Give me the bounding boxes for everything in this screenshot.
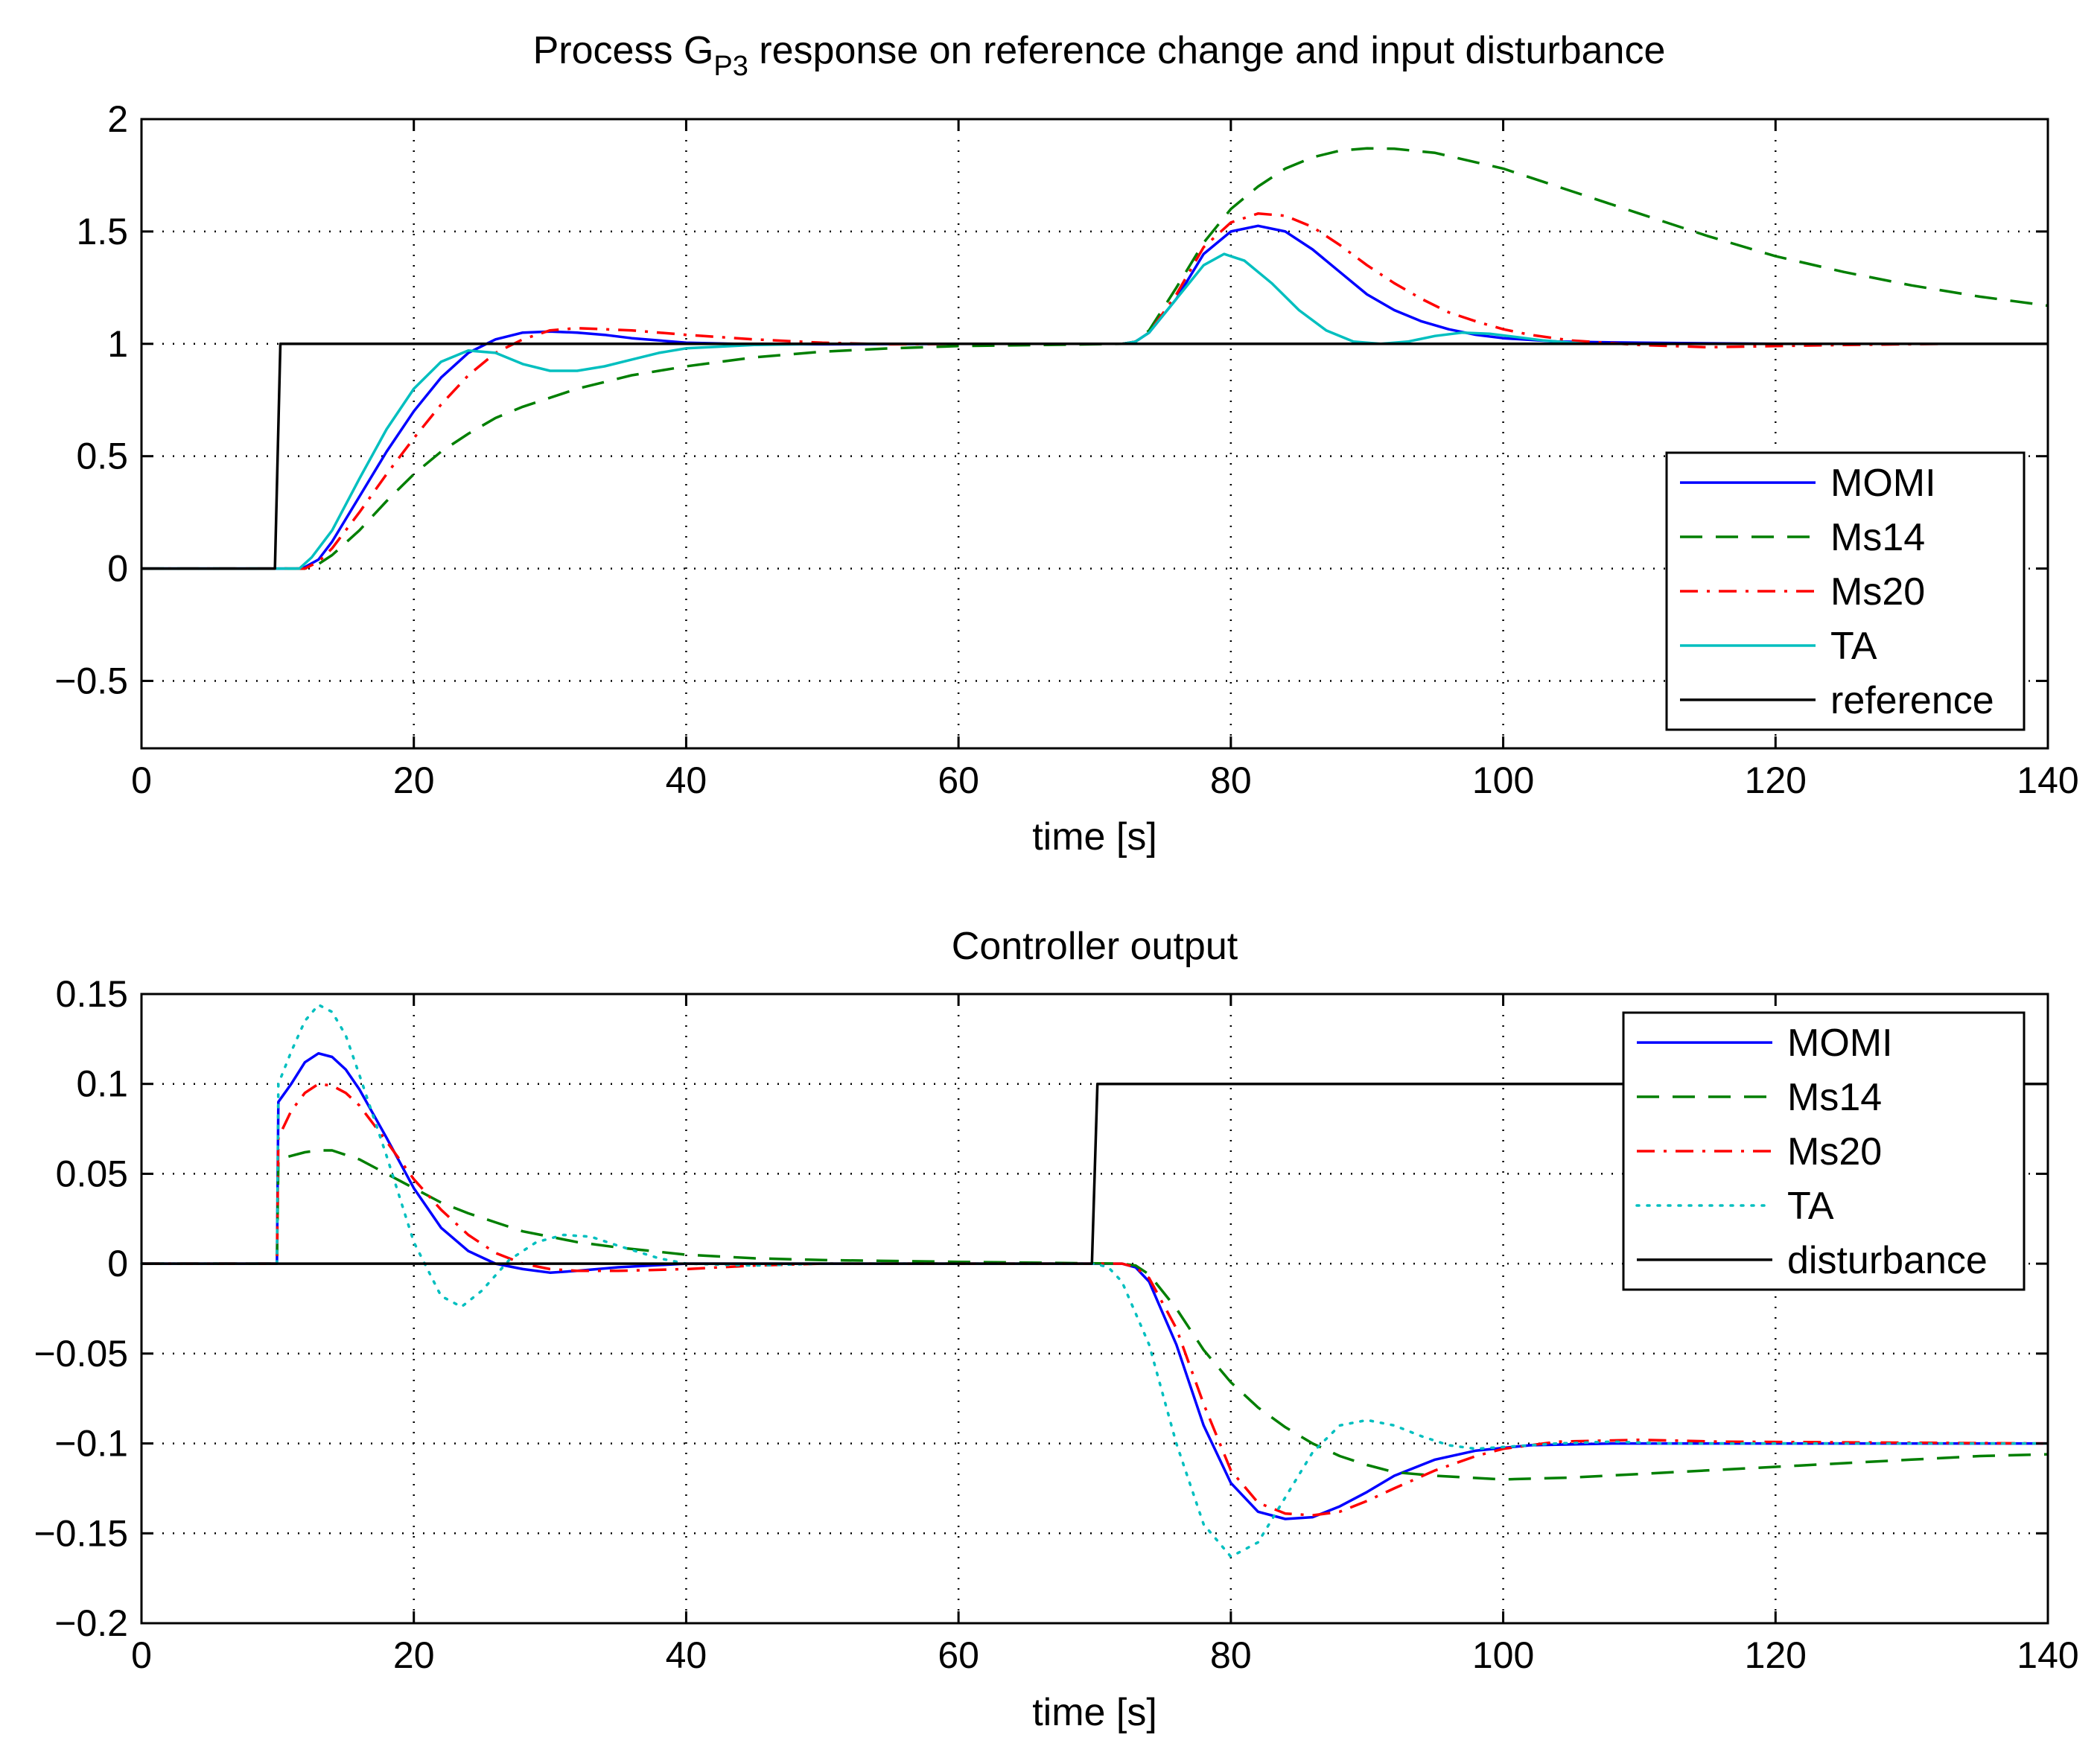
x-tick-label: 20 <box>393 1634 435 1676</box>
y-tick-label: −0.05 <box>34 1333 128 1375</box>
x-tick-label: 80 <box>1210 1634 1252 1676</box>
response-chart-title-subscript: P3 <box>713 51 748 82</box>
y-tick-label: −0.2 <box>54 1602 128 1644</box>
y-tick-label: −0.15 <box>34 1512 128 1554</box>
response-chart-title-main: Process G <box>533 29 714 72</box>
legend-label: Ms20 <box>1830 570 1925 614</box>
controller-chart-ticks: 0 20 40 60 80 100 120 140 −0.2 −0.15 −0.1 −0.05 0 0.0… <box>34 973 2078 1676</box>
controller-chart: Controller output 0 20 40 60 80 100 120 140 −0.2… <box>34 925 2078 1734</box>
x-tick-label: 60 <box>938 759 979 801</box>
x-tick-label: 140 <box>2017 759 2078 801</box>
y-tick-label: 0.1 <box>76 1063 128 1105</box>
x-tick-label: 20 <box>393 759 435 801</box>
legend-label: TA <box>1830 625 1877 668</box>
x-tick-label: 140 <box>2017 1634 2078 1676</box>
legend-label: disturbance <box>1787 1239 1988 1282</box>
series-line-disturbance <box>141 1082 2048 1265</box>
controller-chart-legend: MOMI Ms14 Ms20 TA disturbance <box>1622 1011 2026 1291</box>
y-tick-label: 0.5 <box>76 436 128 477</box>
response-chart: Process GP3 response on reference change… <box>54 29 2078 859</box>
legend-label: TA <box>1787 1185 1834 1228</box>
controller-chart-title: Controller output <box>952 925 1238 968</box>
y-tick-label: 1 <box>107 323 128 365</box>
x-tick-label: 80 <box>1210 759 1252 801</box>
response-chart-ticks: 0 20 40 60 80 100 120 140 −0.5 0 0.5 1 1.5 2 <box>54 98 2078 801</box>
x-tick-label: 100 <box>1472 1634 1534 1676</box>
response-chart-title-rest: response on reference change and input d… <box>748 29 1666 72</box>
legend-label: Ms14 <box>1787 1076 1882 1119</box>
x-tick-label: 120 <box>1745 1634 1807 1676</box>
x-tick-label: 40 <box>666 759 707 801</box>
x-tick-label: 0 <box>131 759 152 801</box>
y-tick-label: 0.15 <box>56 973 128 1015</box>
x-tick-label: 0 <box>131 1634 152 1676</box>
controller-chart-axes-box <box>140 993 2049 1625</box>
controller-chart-xlabel: time [s] <box>1032 1691 1157 1734</box>
response-chart-legend: MOMI Ms14 Ms20 TA reference <box>1665 451 2026 731</box>
controller-chart-series <box>140 1003 2049 1558</box>
series-line-reference <box>141 343 2048 570</box>
legend-label: Ms20 <box>1787 1130 1882 1173</box>
y-tick-label: −0.1 <box>54 1423 128 1465</box>
response-chart-title: Process GP3 response on reference change… <box>533 29 1666 82</box>
series-line-ms20 <box>141 1082 2049 1517</box>
legend-label: reference <box>1830 679 1994 722</box>
y-tick-label: −0.5 <box>54 660 128 701</box>
x-tick-label: 40 <box>666 1634 707 1676</box>
legend-label: Ms14 <box>1830 516 1925 559</box>
legend-label: MOMI <box>1830 462 1936 505</box>
response-chart-axes-box <box>140 118 2049 750</box>
response-chart-series <box>141 147 2049 570</box>
y-tick-label: 1.5 <box>76 211 128 252</box>
y-tick-label: 2 <box>107 98 128 140</box>
x-tick-label: 60 <box>938 1634 979 1676</box>
y-tick-label: 0 <box>107 1243 128 1284</box>
series-line-ms14 <box>141 1149 2049 1481</box>
y-tick-label: 0.05 <box>56 1153 128 1194</box>
legend-label: MOMI <box>1787 1022 1893 1065</box>
x-tick-label: 120 <box>1745 759 1807 801</box>
response-chart-xlabel: time [s] <box>1032 815 1157 859</box>
x-tick-label: 100 <box>1472 759 1534 801</box>
y-tick-label: 0 <box>107 548 128 590</box>
